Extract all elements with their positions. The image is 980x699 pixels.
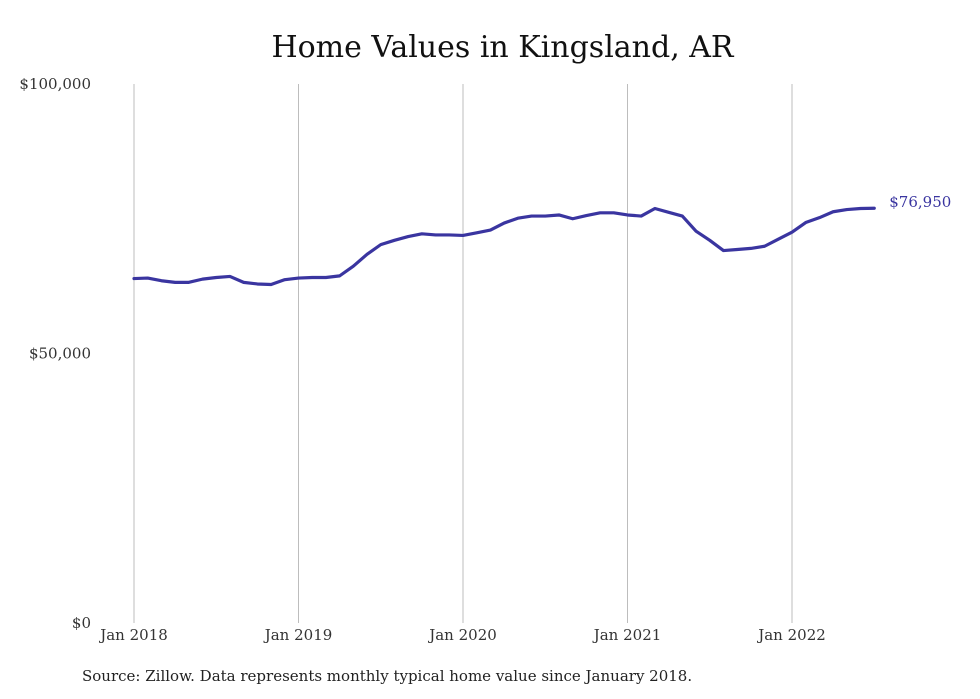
x-tick-label: Jan 2019 [263, 626, 333, 644]
y-tick-label: $50,000 [29, 345, 91, 363]
series-line [132, 206, 876, 287]
x-tick-label: Jan 2022 [756, 626, 826, 644]
source-note: Source: Zillow. Data represents monthly … [82, 667, 693, 685]
x-tick-label: Jan 2021 [592, 626, 662, 644]
y-tick-label: $0 [72, 614, 91, 632]
y-tick-label: $100,000 [19, 75, 91, 93]
end-value-label: $76,950 [889, 193, 951, 211]
x-tick-label: Jan 2018 [98, 626, 168, 644]
x-tick-label: Jan 2020 [427, 626, 497, 644]
chart-title: Home Values in Kingsland, AR [271, 30, 734, 65]
